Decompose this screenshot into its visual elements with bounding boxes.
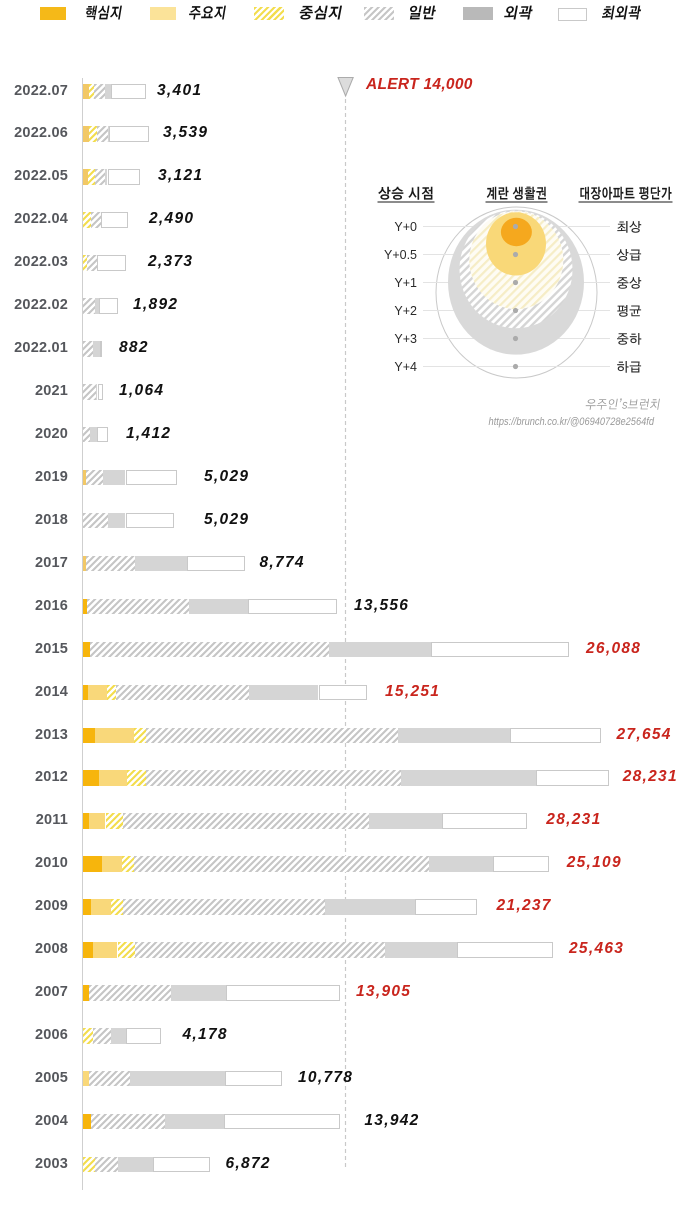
svg-text:Y+1: Y+1 [394, 276, 417, 290]
svg-text:Y+3: Y+3 [394, 332, 417, 346]
svg-text:Y+0: Y+0 [394, 220, 417, 234]
svg-text:Y+2: Y+2 [394, 304, 417, 318]
svg-text:Y+4: Y+4 [394, 360, 417, 374]
svg-text:Y+0.5: Y+0.5 [384, 248, 417, 262]
